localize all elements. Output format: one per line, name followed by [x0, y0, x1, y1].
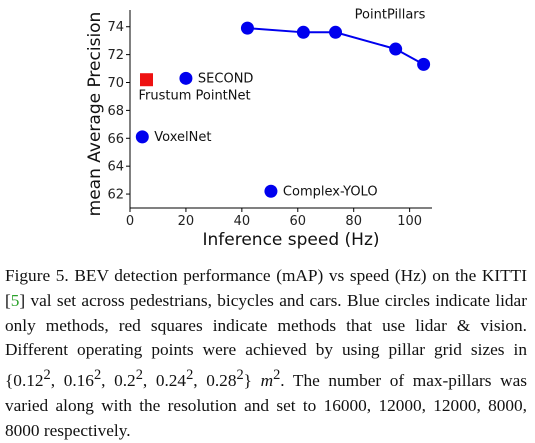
exponent: 2	[43, 367, 51, 384]
second-point	[179, 71, 193, 85]
frustum-pointnet-point	[139, 73, 153, 87]
pointpillars-point	[240, 21, 254, 35]
x-tick-label: 60	[290, 214, 307, 229]
y-tick-label: 68	[107, 104, 124, 119]
x-tick-label: 80	[345, 214, 362, 229]
voxelnet-point	[135, 130, 149, 144]
exponent: 2	[236, 367, 244, 384]
x-tick-label: 40	[234, 214, 251, 229]
pointpillars-label: PointPillars	[355, 7, 426, 22]
exponent: 2	[135, 367, 143, 384]
caption-reference-link[interactable]: 5	[10, 290, 20, 310]
y-axis-label: mean Average Precision	[85, 12, 105, 217]
pointpillars-point	[417, 57, 431, 71]
y-tick-label: 72	[107, 48, 124, 63]
grid-size: 0.28	[206, 370, 237, 390]
complex-yolo-point	[264, 184, 278, 198]
chart-marks	[135, 21, 431, 198]
y-tick-label: 70	[107, 76, 124, 91]
grid-size: 0.24	[155, 370, 187, 390]
caption-body: ] val set across pedestrians, bicycles a…	[5, 290, 527, 360]
x-tick-label: 20	[178, 214, 195, 229]
caption-suffix: . The number of max-pillars was varied a…	[5, 370, 527, 440]
pointpillars-point	[389, 42, 403, 56]
y-tick-label: 64	[107, 160, 124, 175]
y-tick-label: 62	[107, 188, 124, 203]
second-label: SECOND	[198, 71, 254, 86]
y-tick-label: 74	[107, 20, 124, 35]
grid-size: 0.12	[13, 370, 44, 390]
pointpillars-point	[329, 25, 343, 39]
grid-size: 0.2	[114, 370, 136, 390]
x-tick-label: 0	[126, 214, 134, 229]
x-tick-label: 100	[397, 214, 422, 229]
caption-prefix: Figure 5. BEV detection performance (mAP…	[5, 266, 527, 310]
frustum-pointnet-label: Frustum PointNet	[138, 89, 250, 104]
chart-point-labels: PointPillars SECOND VoxelNet Complex-YOLO Fr…	[138, 7, 425, 199]
bev-map-vs-speed-chart: 0 20 40 60 80 100 62 64 66 68 70 72 74 PointPillars S…	[85, 7, 432, 250]
exponent: 2	[186, 367, 194, 384]
complex-yolo-label: Complex-YOLO	[283, 184, 378, 199]
chart-axes	[129, 10, 432, 209]
chart-ticks: 0 20 40 60 80 100 62 64 66 68 70 72 74	[107, 20, 422, 229]
caption-unit: m	[260, 370, 274, 390]
exponent: 2	[93, 367, 102, 384]
pointpillars-point	[296, 25, 310, 39]
y-tick-label: 66	[107, 132, 124, 147]
figure-caption: Figure 5. BEV detection performance (mAP…	[5, 264, 527, 443]
caption-grid-sizes: {0.122, 0.162, 0.22, 0.242, 0.282} m2	[5, 367, 281, 390]
unit-exponent: 2	[273, 367, 281, 384]
voxelnet-label: VoxelNet	[154, 130, 211, 145]
x-axis-label: Inference speed (Hz)	[202, 230, 379, 250]
grid-size: 0.16	[63, 370, 94, 390]
